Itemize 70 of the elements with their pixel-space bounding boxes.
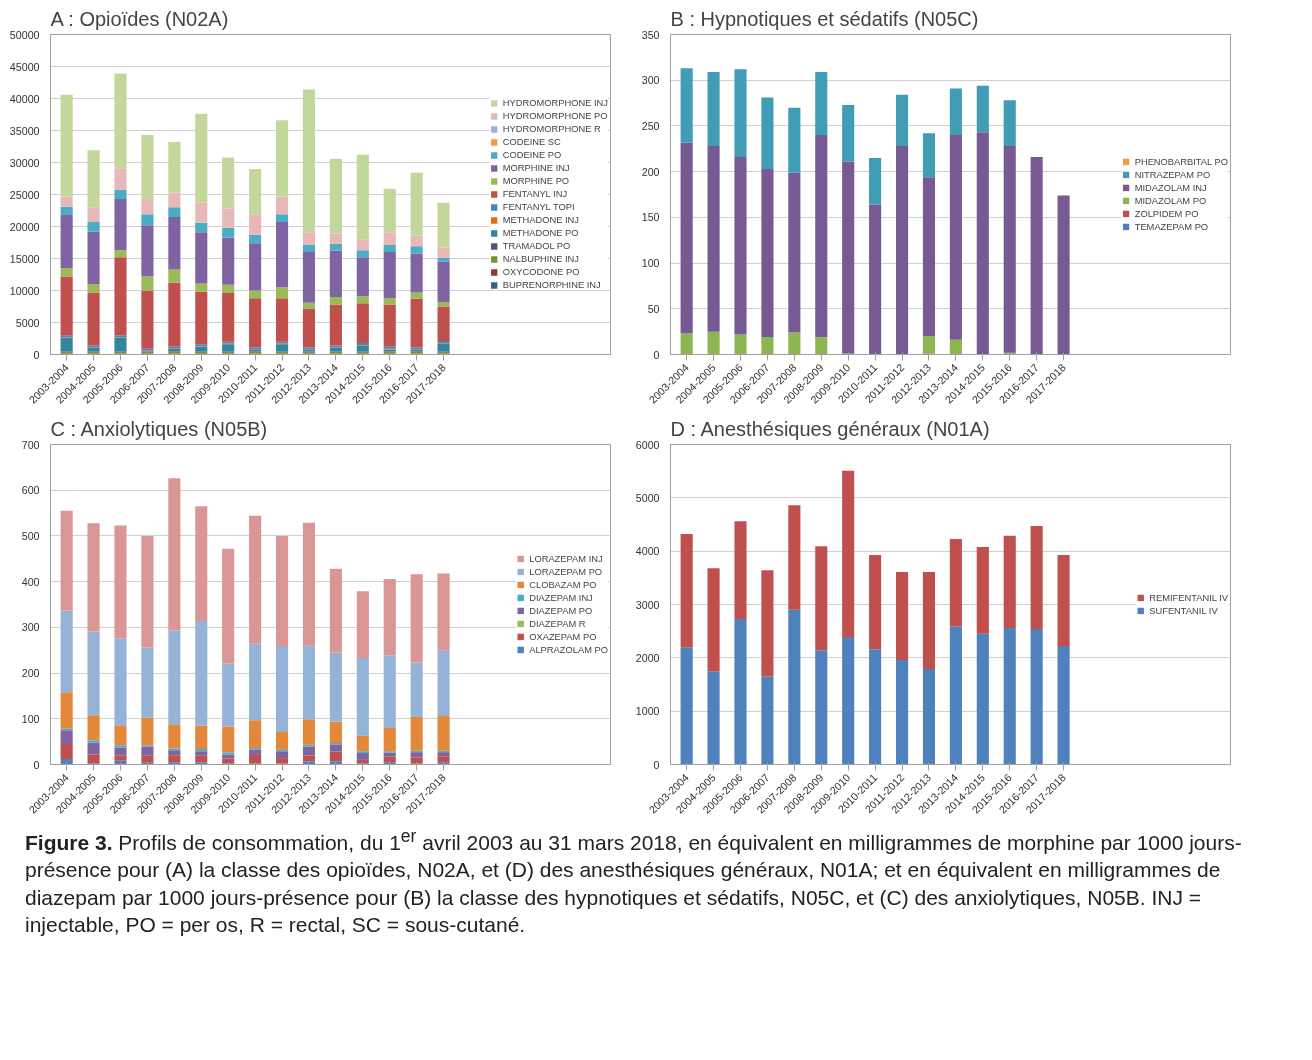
legend-label: REMIFENTANIL IV [1149, 592, 1228, 603]
y-tick-label: 40000 [9, 92, 40, 105]
y-tick-label: 30000 [9, 156, 40, 169]
y-tick-label: 300 [641, 74, 660, 87]
legend-label: PHENOBARBITAL PO [1134, 156, 1228, 167]
legend-label: CODEINE SC [502, 137, 561, 147]
y-tick-label: 25000 [9, 188, 40, 201]
y-tick-label: 5000 [635, 491, 660, 504]
legend-label: ALPRAZOLAM PO [529, 644, 608, 655]
legend-label: LORAZEPAM INJ [529, 553, 603, 564]
legend-label: LORAZEPAM PO [529, 566, 603, 577]
legend-label: DIAZEPAM INJ [529, 592, 593, 603]
y-tick-label: 600 [21, 484, 40, 497]
legend-label: MIDAZOLAM PO [1134, 195, 1207, 206]
y-tick-label: 350 [641, 28, 660, 41]
legend-label: ZOLPIDEM PO [1134, 208, 1199, 219]
y-tick-label: 200 [21, 667, 40, 680]
chart-title: C : Anxiolytiques (N05B) [50, 417, 268, 440]
y-tick-label: 10000 [9, 284, 40, 297]
legend-label: NALBUPHINE INJ [502, 254, 579, 264]
legend-label: SUFENTANIL IV [1149, 605, 1218, 616]
legend-label: MORPHINE PO [502, 176, 570, 186]
legend-label: DIAZEPAM PO [529, 605, 593, 616]
y-tick-label: 0 [653, 758, 660, 771]
legend-label: HYDROMORPHONE INJ [502, 98, 608, 108]
caption: Figure 3. [25, 831, 113, 854]
y-tick-label: 5000 [15, 316, 40, 329]
y-tick-label: 200 [641, 165, 660, 178]
y-tick-label: 35000 [9, 124, 40, 137]
y-tick-label: 300 [21, 621, 40, 634]
legend-label: MORPHINE INJ [502, 163, 570, 173]
y-tick-label: 0 [33, 348, 40, 361]
legend-label: HYDROMORPHONE PO [502, 111, 608, 121]
legend-label: NITRAZEPAM PO [1134, 169, 1211, 180]
y-tick-label: 6000 [635, 438, 660, 451]
y-tick-label: 100 [21, 712, 40, 725]
y-tick-label: 15000 [9, 252, 40, 265]
legend-label: TRAMADOL PO [502, 241, 571, 251]
y-tick-label: 250 [641, 119, 660, 132]
y-tick-label: 0 [653, 348, 660, 361]
legend-label: FENTANYL TOPI [502, 202, 575, 212]
legend-label: TEMAZEPAM PO [1134, 221, 1209, 232]
chart-title: A : Opioïdes (N02A) [50, 7, 229, 30]
y-tick-label: 45000 [9, 60, 40, 73]
legend-label: CODEINE PO [502, 150, 562, 160]
y-tick-label: 700 [21, 438, 40, 451]
legend-label: METHADONE PO [502, 228, 579, 238]
y-tick-label: 1000 [635, 705, 660, 718]
y-tick-label: 20000 [9, 220, 40, 233]
y-tick-label: 3000 [635, 598, 660, 611]
y-tick-label: 2000 [635, 651, 660, 664]
legend-label: METHADONE INJ [502, 215, 579, 225]
legend-label: DIAZEPAM R [529, 618, 586, 629]
legend-label: CLOBAZAM PO [529, 579, 597, 590]
legend-label: BUPRENORPHINE INJ [502, 280, 601, 290]
y-tick-label: 400 [21, 575, 40, 588]
y-tick-label: 150 [641, 211, 660, 224]
y-tick-label: 50 [647, 302, 660, 315]
legend-label: HYDROMORPHONE R [502, 124, 601, 134]
legend-label: MIDAZOLAM INJ [1134, 182, 1207, 193]
legend-label: OXYCODONE PO [502, 267, 580, 277]
y-tick-label: 4000 [635, 545, 660, 558]
legend-label: OXAZEPAM PO [529, 631, 597, 642]
y-tick-label: 0 [33, 758, 40, 771]
chart-title: D : Anesthésiques généraux (N01A) [670, 417, 990, 440]
legend-label: FENTANYL INJ [502, 189, 568, 199]
y-tick-label: 100 [641, 257, 660, 270]
y-tick-label: 500 [21, 529, 40, 542]
chart-title: B : Hypnotiques et sédatifs (N05C) [670, 7, 979, 30]
y-tick-label: 50000 [9, 28, 40, 41]
